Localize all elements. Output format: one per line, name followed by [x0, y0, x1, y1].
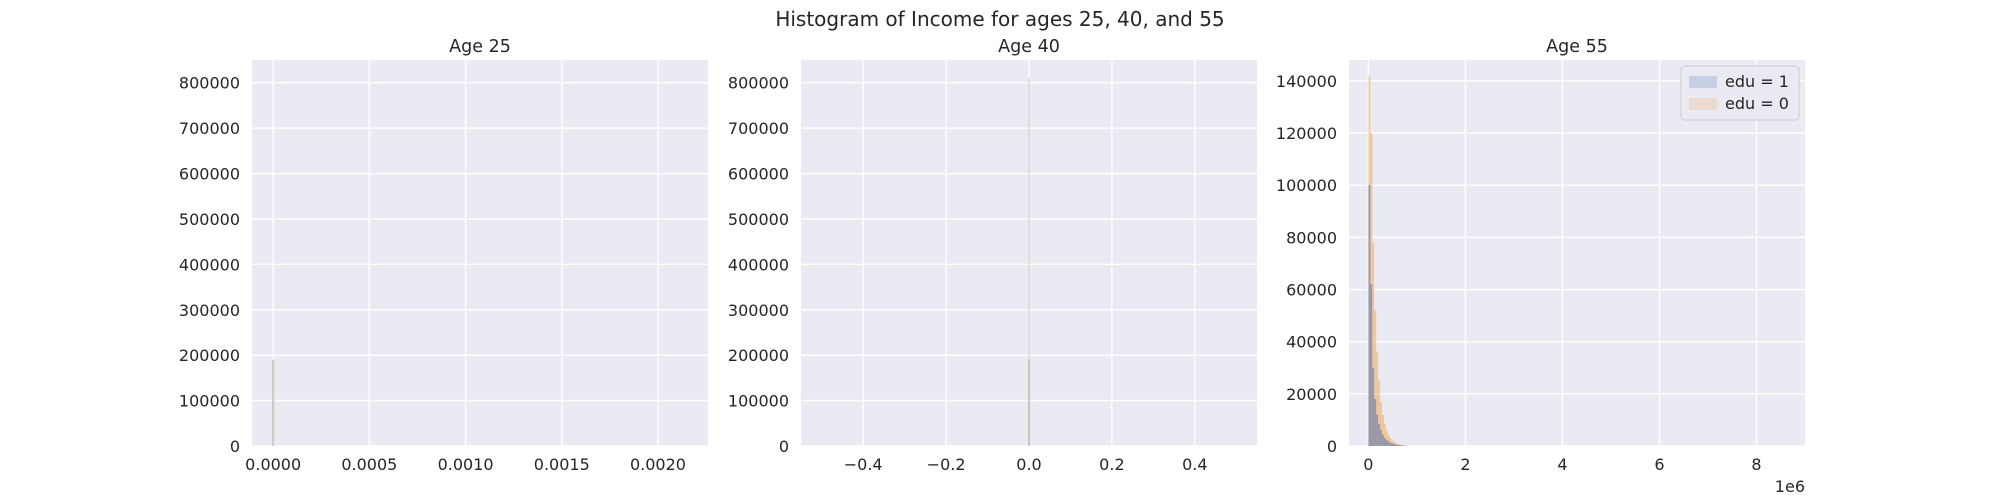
- y-tick-label: 0: [1327, 437, 1337, 456]
- x-tick-label: −0.4: [844, 455, 883, 474]
- x-tick-label: 0.2: [1099, 455, 1124, 474]
- panels: 0.0000 0.0005 0.0010 0.0015 0.00200100000200…: [179, 37, 1805, 496]
- y-tick-label: 600000: [728, 165, 789, 184]
- histogram-bar-edu1: [1399, 445, 1402, 446]
- y-tick-label: 700000: [728, 119, 789, 138]
- y-tick-label: 100000: [1276, 176, 1337, 195]
- legend: edu = 1 edu = 0: [1680, 65, 1800, 121]
- x-tick-label: 2: [1460, 455, 1470, 474]
- bars: [272, 359, 275, 446]
- histogram-bar-edu0: [1381, 414, 1384, 446]
- y-tick-label: 60000: [1286, 281, 1337, 300]
- panel-title: Age 55: [1546, 37, 1608, 57]
- histogram-bar-edu1: [1376, 414, 1379, 446]
- y-tick-label: 800000: [179, 74, 240, 93]
- y-tick-label: 140000: [1276, 72, 1337, 91]
- panel-title: Age 40: [998, 37, 1060, 57]
- y-tick-label: 600000: [179, 165, 240, 184]
- histogram-bar-edu1: [1385, 440, 1388, 446]
- histogram-bar-edu1: [1393, 444, 1396, 446]
- y-tick-label: 120000: [1276, 124, 1337, 143]
- panel-title: Age 25: [449, 37, 511, 57]
- x-tick-label: 6: [1654, 455, 1664, 474]
- x-offset-label: 1e6: [1775, 477, 1805, 496]
- legend-label: edu = 0: [1725, 94, 1789, 113]
- histogram-bar-edu1: [1374, 399, 1377, 446]
- histogram-bar-edu0: [1387, 434, 1390, 446]
- histogram-bar-edu0: [1028, 78, 1030, 446]
- histogram-bar-edu1: [1389, 442, 1392, 446]
- y-tick-label: 20000: [1286, 385, 1337, 404]
- histogram-bar-edu1: [1372, 367, 1375, 446]
- histogram-bar-edu1: [1395, 444, 1398, 446]
- y-tick-label: 500000: [728, 210, 789, 229]
- legend-box: [1680, 65, 1800, 121]
- y-tick-label: 80000: [1286, 228, 1337, 247]
- histogram-bar-edu0: [1391, 440, 1394, 446]
- x-tick-label: 0.0010: [438, 455, 494, 474]
- histogram-bar-edu0: [1372, 242, 1375, 446]
- y-tick-label: 200000: [179, 346, 240, 365]
- legend-label: edu = 1: [1725, 72, 1789, 91]
- bars: [1028, 78, 1030, 446]
- x-tick-label: 0.0000: [245, 455, 301, 474]
- x-tick-label: 0.0: [1016, 455, 1041, 474]
- plot-area: [1349, 60, 1805, 446]
- y-tick-label: 500000: [179, 210, 240, 229]
- histogram-bar-edu1: [1387, 441, 1390, 446]
- x-tick-label: 0.4: [1182, 455, 1207, 474]
- histogram-bar-edu1: [1397, 445, 1400, 446]
- y-tick-label: 400000: [728, 255, 789, 274]
- y-tick-label: 700000: [179, 119, 240, 138]
- y-tick-label: 100000: [179, 392, 240, 411]
- histogram-bar-edu1: [1378, 423, 1381, 446]
- histogram-bar-edu0: [1374, 310, 1377, 446]
- x-tick-label: 0.0020: [630, 455, 686, 474]
- panel-2: −0.4 −0.2 0.0 0.2 0.4 0 100000 200000 300000 4000…: [728, 37, 1257, 474]
- histogram-bar-edu1: [1383, 437, 1386, 446]
- histogram-bar-edu0: [1389, 438, 1392, 446]
- panel-1: 0.0000 0.0005 0.0010 0.0015 0.0020 0 100000 200…: [179, 37, 708, 474]
- y-tick-label: 300000: [728, 301, 789, 320]
- histogram-bar-edu1: [1391, 443, 1394, 446]
- y-tick-label: 300000: [179, 301, 240, 320]
- histogram-bar-edu0: [1380, 401, 1382, 446]
- histogram-bar-edu0: [1378, 380, 1381, 446]
- histogram-bar-edu1: [1368, 185, 1371, 446]
- x-tick-label: 0.0005: [341, 455, 397, 474]
- x-tick-label: −0.2: [927, 455, 966, 474]
- histogram-bar-edu1: [1401, 445, 1404, 446]
- histogram-bar-edu1: [1381, 434, 1384, 446]
- legend-swatch: [1689, 76, 1717, 88]
- histogram-bar-edu0: [1383, 423, 1386, 446]
- figure-title: Histogram of Income for ages 25, 40, and…: [775, 7, 1224, 31]
- y-tick-label: 0: [779, 437, 789, 456]
- histogram-bar-edu0: [1385, 430, 1388, 446]
- histogram-bar-edu1: [1380, 430, 1382, 446]
- histogram-bar-edu1: [272, 359, 275, 446]
- bars: [1368, 75, 1410, 446]
- y-tick-label: 100000: [728, 392, 789, 411]
- x-tick-label: 8: [1751, 455, 1761, 474]
- y-tick-label: 40000: [1286, 333, 1337, 352]
- histogram-bar-edu0: [1376, 352, 1379, 446]
- legend-swatch: [1689, 98, 1717, 110]
- histogram-bar-edu0: [1395, 443, 1398, 446]
- y-tick-label: 0: [230, 437, 240, 456]
- y-tick-label: 800000: [728, 74, 789, 93]
- y-tick-label: 400000: [179, 255, 240, 274]
- histogram-bar-edu1: [1370, 284, 1373, 446]
- x-tick-label: 0.0015: [534, 455, 590, 474]
- histogram-bar-edu0: [1393, 442, 1396, 446]
- y-tick-label: 200000: [728, 346, 789, 365]
- x-tick-label: 4: [1557, 455, 1567, 474]
- plot-area: [252, 60, 708, 446]
- x-tick-label: 0: [1363, 455, 1373, 474]
- panel-3: 0 2 4 6 8 0 20000 40000 60000 80000 100000 120000 14…: [1276, 37, 1805, 496]
- histogram-bar-edu1: [1028, 359, 1030, 446]
